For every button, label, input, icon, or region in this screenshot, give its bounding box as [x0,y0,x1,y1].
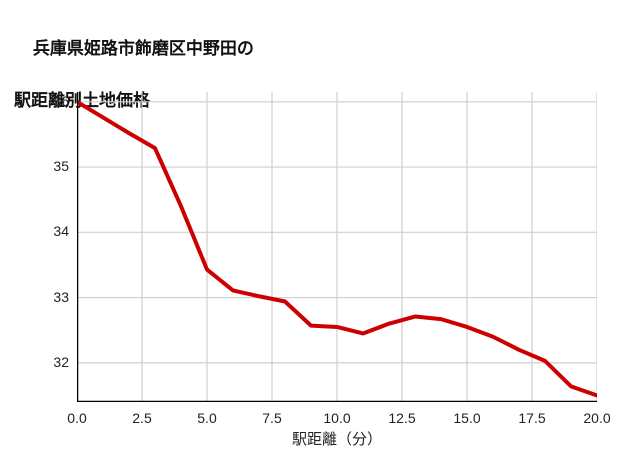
y-tick-label: 36 [53,92,69,109]
x-tick-label: 2.5 [132,410,152,426]
x-tick-label: 20.0 [583,410,611,426]
x-tick-label: 5.0 [197,410,217,426]
y-tick-label: 32 [53,353,69,370]
x-gridlines [77,92,597,402]
x-tick-label: 12.5 [388,410,416,426]
x-tick-label: 0.0 [67,410,87,426]
chart-title-line-2: 駅距離別土地価格 [14,91,150,110]
chart-svg [77,92,597,402]
price-line-series [77,99,597,398]
y-tick-label: 35 [53,158,69,175]
x-tick-label: 10.0 [323,410,351,426]
plot-area [77,92,597,402]
x-axis-title: 駅距離（分） [291,431,382,448]
y-tick-label: 34 [53,223,69,240]
y-tick-label: 33 [53,288,69,305]
chart-title: 兵庫県姫路市飾磨区中野田の 駅距離別土地価格 [14,10,254,166]
x-tick-label: 7.5 [262,410,282,426]
x-tick-label: 17.5 [518,410,546,426]
chart-title-line-1: 兵庫県姫路市飾磨区中野田の [32,39,254,58]
x-tick-label: 15.0 [453,410,481,426]
